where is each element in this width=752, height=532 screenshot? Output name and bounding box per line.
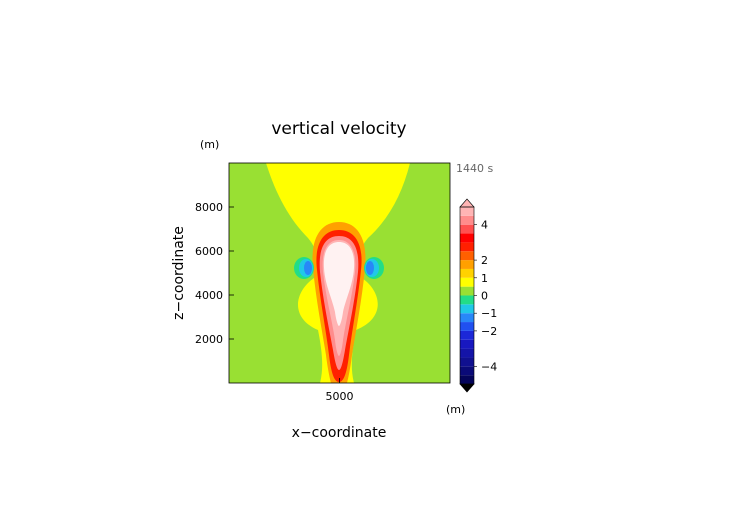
colorbar-segment	[460, 251, 474, 261]
colorbar-tick-label: 1	[481, 272, 488, 285]
colorbar-tick-label: −4	[481, 360, 497, 373]
colorbar-tick-label: −2	[481, 325, 497, 338]
plume-core	[323, 242, 355, 326]
y-tick-label: 6000	[195, 245, 223, 258]
colorbar-segment	[460, 339, 474, 349]
colorbar-tick-label: −1	[481, 307, 497, 320]
downdraft-right	[364, 257, 384, 279]
colorbar-segment	[460, 277, 474, 287]
colorbar-segment	[460, 242, 474, 252]
x-tick-label: 5000	[326, 390, 354, 403]
y-axis-label: z−coordinate	[171, 226, 187, 320]
chart-title: vertical velocity	[271, 119, 406, 139]
colorbar-tick-label: 4	[481, 219, 488, 232]
colorbar-segment	[460, 224, 474, 234]
colorbar-segment	[460, 304, 474, 314]
y-axis: 2000 4000 6000 8000	[195, 201, 234, 346]
colorbar-extend-max	[459, 198, 475, 208]
y-tick-label: 4000	[195, 289, 223, 302]
colorbar-segment	[460, 348, 474, 358]
colorbar-tick-label: 2	[481, 254, 488, 267]
x-unit-label: (m)	[446, 403, 465, 416]
plot-area	[229, 163, 450, 383]
colorbar-segment	[460, 375, 474, 384]
colorbar-segment	[460, 207, 474, 216]
y-unit-label: (m)	[200, 138, 219, 151]
colorbar-segment	[460, 233, 474, 243]
x-axis-label: x−coordinate	[292, 425, 387, 441]
colorbar-segment	[460, 357, 474, 367]
colorbar-tick-label: 0	[481, 290, 488, 303]
colorbar-segment	[460, 313, 474, 323]
y-tick-label: 8000	[195, 201, 223, 214]
colorbar-segment	[460, 322, 474, 331]
colorbar-segment	[460, 268, 474, 278]
colorbar-segment	[460, 215, 474, 225]
colorbar-segment	[460, 366, 474, 376]
colorbar-segment	[460, 295, 474, 305]
colorbar-segment	[460, 286, 474, 296]
downdraft-left	[294, 257, 314, 279]
y-tick-label: 2000	[195, 333, 223, 346]
colorbar-segment	[460, 260, 474, 269]
colorbar-extend-min	[459, 383, 475, 393]
colorbar: 4 2 1 0 −1 −2 −4	[459, 198, 497, 393]
time-label: 1440 s	[456, 162, 493, 175]
x-axis: 5000	[326, 378, 354, 403]
colorbar-segment	[460, 330, 474, 340]
